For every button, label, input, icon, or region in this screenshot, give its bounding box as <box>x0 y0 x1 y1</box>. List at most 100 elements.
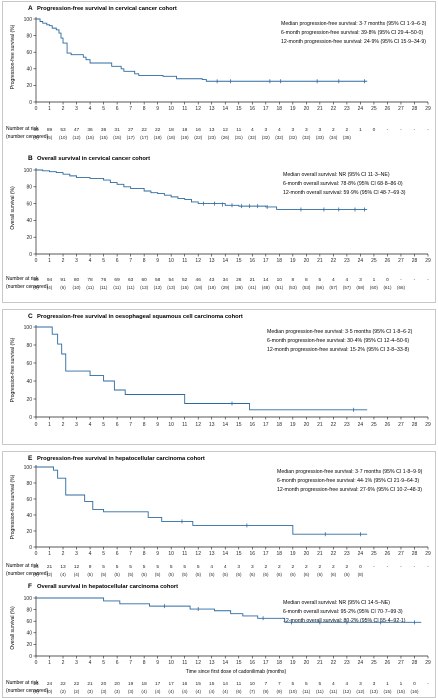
x-tick-label: 28 <box>412 422 418 428</box>
number-censored: (5) <box>168 572 174 577</box>
number-censored: (6) <box>304 572 310 577</box>
x-tick-label: 11 <box>182 258 187 264</box>
number-at-risk: 5 <box>197 564 200 570</box>
number-at-risk: 3 <box>251 564 254 570</box>
panel-e-y-label: Progression-free survival (%) <box>10 474 16 539</box>
y-tick-label: 100 <box>24 17 33 23</box>
number-censored: (5) <box>182 572 188 577</box>
y-tick-label: 40 <box>26 379 32 385</box>
x-tick-label: 6 <box>116 660 119 666</box>
panel-b: B Overall survival in cervical cancer co… <box>6 155 431 290</box>
number-censored: (5) <box>128 572 134 577</box>
x-tick-label: 27 <box>398 551 404 557</box>
number-censored: (3) <box>114 689 120 694</box>
number-censored: (6) <box>236 689 242 694</box>
x-tick-label: 18 <box>277 258 283 264</box>
survival-curve <box>36 597 422 623</box>
number-censored: (6) <box>250 572 256 577</box>
number-censored: (57) <box>329 285 338 290</box>
x-tick-label: 13 <box>209 258 215 264</box>
x-tick-label: 24 <box>358 422 364 428</box>
number-at-risk: 3 <box>373 681 376 687</box>
number-censored: (51) <box>275 285 284 290</box>
survival-curve <box>36 466 368 535</box>
x-tick-label: 10 <box>168 660 174 666</box>
x-tick-label: 16 <box>249 258 255 264</box>
number-at-risk: 15 <box>196 681 202 687</box>
number-at-risk: 5 <box>170 564 173 570</box>
y-tick-label: 60 <box>26 361 32 367</box>
panel-b-letter: B <box>28 155 33 162</box>
number-censored: (35) <box>343 135 352 140</box>
y-tick-label: 0 <box>29 100 32 106</box>
number-censored: (7) <box>250 689 256 694</box>
x-tick-label: 14 <box>222 422 228 428</box>
number-at-risk: 5 <box>305 681 308 687</box>
x-tick-label: 7 <box>129 258 132 264</box>
x-tick-label: 7 <box>129 422 132 428</box>
y-tick-label: 20 <box>26 83 32 89</box>
panel-f-risk-label: Number at risk <box>6 680 39 686</box>
number-at-risk: 14 <box>263 277 269 283</box>
x-tick-label: 3 <box>75 660 78 666</box>
y-tick-label: 80 <box>26 607 32 613</box>
number-at-risk: 46 <box>196 277 202 283</box>
number-censored: (48) <box>262 285 271 290</box>
number-censored: (32) <box>289 135 298 140</box>
x-tick-label: 8 <box>143 660 146 666</box>
number-censored: (32) <box>248 135 257 140</box>
number-censored: (53) <box>289 285 298 290</box>
number-at-risk: - <box>373 565 375 570</box>
panel-f-y-label: Overall survival (%) <box>10 606 16 650</box>
x-tick-label: 15 <box>236 106 242 112</box>
x-tick-label: 19 <box>290 258 296 264</box>
number-censored: (4) <box>168 689 174 694</box>
x-tick-label: 4 <box>89 422 92 428</box>
number-at-risk: 94 <box>47 277 53 283</box>
x-tick-label: 23 <box>344 106 350 112</box>
number-at-risk: 27 <box>128 127 134 133</box>
number-censored: (6) <box>263 572 269 577</box>
number-at-risk: 53 <box>60 127 66 133</box>
number-censored: (15) <box>383 689 392 694</box>
x-tick-label: 2 <box>62 551 65 557</box>
panel-b-annotation-3: 12-month overall survival: 59·9% (95% CI… <box>283 190 406 196</box>
number-at-risk: 4 <box>346 277 349 283</box>
x-tick-label: 14 <box>222 660 228 666</box>
panel-a-annotation-3: 12-month progression-free survival: 24·9… <box>281 39 426 45</box>
number-censored: (4) <box>209 689 215 694</box>
number-at-risk: - <box>427 278 429 283</box>
number-at-risk: 76 <box>101 277 107 283</box>
number-at-risk: 2 <box>305 564 308 570</box>
x-tick-label: 25 <box>371 422 377 428</box>
x-tick-label: 4 <box>89 660 92 666</box>
x-tick-label: 2 <box>62 106 65 112</box>
panel-a-title: Progression-free survival in cervical ca… <box>37 6 177 12</box>
number-at-risk: 12 <box>74 564 80 570</box>
x-tick-label: 28 <box>412 258 418 264</box>
y-tick-label: 100 <box>24 325 33 331</box>
x-tick-label: 13 <box>209 422 215 428</box>
number-censored: (5) <box>101 572 107 577</box>
x-tick-label: 10 <box>168 106 174 112</box>
number-at-risk: 24 <box>33 681 39 687</box>
panel-f-x-label: Time since first dose of cadonilimab (mo… <box>186 669 287 675</box>
x-tick-label: 24 <box>358 660 364 666</box>
panel-frame-cervical <box>2 1 436 303</box>
number-at-risk: - <box>414 565 416 570</box>
x-tick-label: 5 <box>102 551 105 557</box>
y-tick-label: 80 <box>26 481 32 487</box>
x-tick-label: 28 <box>412 551 418 557</box>
x-tick-label: 23 <box>344 551 350 557</box>
number-censored: (26) <box>221 135 230 140</box>
number-censored: (5) <box>195 572 201 577</box>
y-tick-label: 40 <box>26 513 32 519</box>
y-tick-label: 60 <box>26 619 32 625</box>
x-tick-label: 14 <box>222 258 228 264</box>
number-at-risk: 4 <box>224 564 227 570</box>
y-tick-label: 80 <box>26 185 32 191</box>
number-at-risk: 21 <box>87 681 93 687</box>
panel-c-annotation-3: 12-month progression-free survival: 15·2… <box>267 347 409 353</box>
